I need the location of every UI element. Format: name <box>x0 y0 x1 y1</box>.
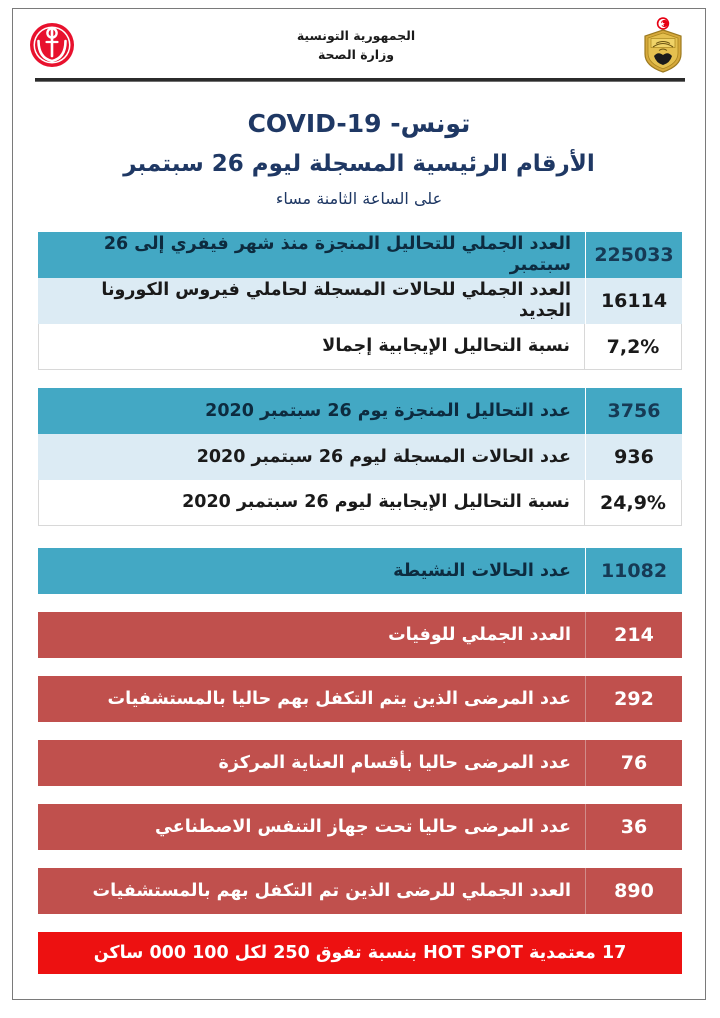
stat-group-intensive-care: 76 عدد المرضى حاليا بأقسام العناية المركز… <box>38 740 682 786</box>
stat-value: 16114 <box>585 278 682 324</box>
group-spacer <box>38 370 682 388</box>
stat-group-active-cases: 11082 عدد الحالات النشيطة <box>38 548 682 594</box>
table-row: 936 عدد الحالات المسجلة ليوم 26 سبتمبر 20… <box>38 434 682 480</box>
group-spacer <box>38 722 682 740</box>
stat-label: عدد الحالات النشيطة <box>393 560 571 581</box>
group-spacer <box>38 526 682 548</box>
stat-value: 36 <box>585 804 682 850</box>
table-row: 16114 العدد الجملي للحالات المسجلة لحاملي… <box>38 278 682 324</box>
stat-label: العدد الجملي للحالات المسجلة لحاملي فيرو… <box>101 280 571 321</box>
stat-value: 225033 <box>585 232 682 278</box>
stat-label: عدد التحاليل المنجزة يوم 26 سبتمبر 2020 <box>205 400 571 421</box>
stat-value: 292 <box>585 676 682 722</box>
stat-group-total-hospitalized: 890 العدد الجملي للرضى الذين تم التكفل به… <box>38 868 682 914</box>
document-header: الجمهورية التونسية وزارة الصحة <box>13 9 705 81</box>
table-row: 292 عدد المرضى الذين يتم التكفل بهم حاليا… <box>38 676 682 722</box>
hotspot-text: 17 معتمدية HOT SPOT بنسبة تفوق 250 لكل 1… <box>93 943 627 963</box>
ministry-of-health-logo-icon <box>29 22 75 68</box>
table-row: 890 العدد الجملي للرضى الذين تم التكفل به… <box>38 868 682 914</box>
stat-label: عدد الحالات المسجلة ليوم 26 سبتمبر 2020 <box>196 446 571 467</box>
table-row: 225033 العدد الجملي للتحاليل المنجزة منذ … <box>38 232 682 278</box>
stat-value: 3756 <box>585 388 682 434</box>
table-row: 3756 عدد التحاليل المنجزة يوم 26 سبتمبر 2… <box>38 388 682 434</box>
group-spacer <box>38 850 682 868</box>
header-text-block: الجمهورية التونسية وزارة الصحة <box>75 26 637 65</box>
stat-label: نسبة التحاليل الإيجابية إجمالا <box>322 336 570 356</box>
hotspot-banner: 17 معتمدية HOT SPOT بنسبة تفوق 250 لكل 1… <box>38 932 682 974</box>
stat-value: 11082 <box>585 548 682 594</box>
stat-label: العدد الجملي للوفيات <box>388 624 571 645</box>
stat-group-currently-hospitalized: 292 عدد المرضى الذين يتم التكفل بهم حاليا… <box>38 676 682 722</box>
stat-value: 890 <box>585 868 682 914</box>
stat-group-ventilators: 36 عدد المرضى حاليا تحت جهاز التنفس الاصط… <box>38 804 682 850</box>
stat-label: العدد الجملي للرضى الذين تم التكفل بهم ب… <box>92 880 571 901</box>
table-row: 24,9% نسبة التحاليل الإيجابية ليوم 26 سبت… <box>38 480 682 526</box>
statistics-table: 225033 العدد الجملي للتحاليل المنجزة منذ … <box>38 232 682 974</box>
table-row: 11082 عدد الحالات النشيطة <box>38 548 682 594</box>
stat-group-deaths: 214 العدد الجملي للوفيات <box>38 612 682 658</box>
table-row: 7,2% نسبة التحاليل الإيجابية إجمالا <box>38 324 682 370</box>
stat-value: 76 <box>585 740 682 786</box>
stat-label: عدد المرضى حاليا بأقسام العناية المركزة <box>218 752 571 773</box>
stat-group-daily-testing: 3756 عدد التحاليل المنجزة يوم 26 سبتمبر 2… <box>38 388 682 526</box>
group-spacer <box>38 914 682 932</box>
stat-label: نسبة التحاليل الإيجابية ليوم 26 سبتمبر 2… <box>182 492 570 512</box>
header-divider <box>35 78 685 82</box>
stat-group-cumulative-testing: 225033 العدد الجملي للتحاليل المنجزة منذ … <box>38 232 682 370</box>
report-time-note: على الساعة الثامنة مساء <box>275 189 443 209</box>
stat-label: عدد المرضى الذين يتم التكفل بهم حاليا با… <box>107 688 571 709</box>
group-spacer <box>38 594 682 612</box>
stat-label: عدد المرضى حاليا تحت جهاز التنفس الاصطنا… <box>155 816 571 837</box>
title-block: تونس- COVID-19 الأرقام الرئيسية المسجلة … <box>13 108 705 211</box>
stat-value: 936 <box>585 434 682 480</box>
table-row: 76 عدد المرضى حاليا بأقسام العناية المركز… <box>38 740 682 786</box>
group-spacer <box>38 658 682 676</box>
stat-value: 214 <box>585 612 682 658</box>
group-spacer <box>38 786 682 804</box>
stat-label: العدد الجملي للتحاليل المنجزة منذ شهر في… <box>103 234 571 275</box>
table-row: 36 عدد المرضى حاليا تحت جهاز التنفس الاصط… <box>38 804 682 850</box>
tunisia-coat-of-arms-icon <box>637 16 689 74</box>
page-title: تونس- COVID-19 <box>247 109 471 138</box>
republic-label: الجمهورية التونسية <box>296 27 416 43</box>
stat-value: 7,2% <box>584 324 681 369</box>
table-row: 214 العدد الجملي للوفيات <box>38 612 682 658</box>
stat-value: 24,9% <box>584 480 681 525</box>
page-subtitle: الأرقام الرئيسية المسجلة ليوم 26 سبتمبر <box>123 151 595 178</box>
ministry-label: وزارة الصحة <box>317 47 395 62</box>
